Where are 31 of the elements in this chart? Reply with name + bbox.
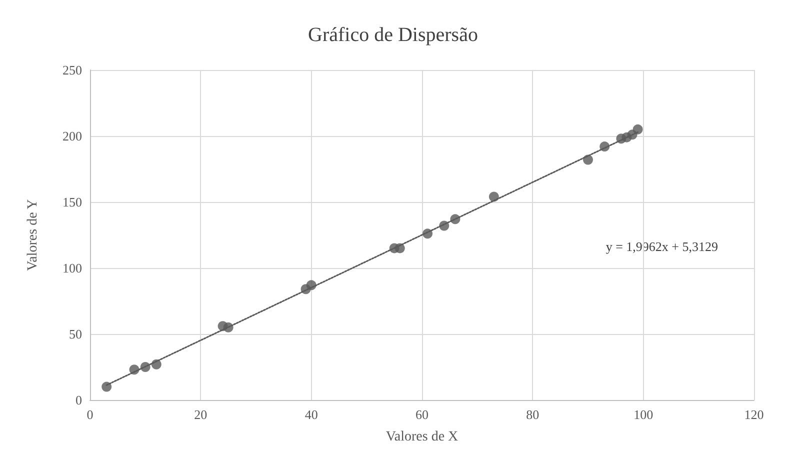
- annotation: y = 1,9962x + 5,3129: [606, 239, 718, 254]
- x-tick-label: 120: [744, 407, 764, 422]
- y-axis-title: Valores de Y: [26, 199, 40, 271]
- point: [223, 322, 234, 332]
- y-tick-label: 50: [69, 326, 82, 342]
- y-tick-label: 200: [62, 128, 82, 144]
- y-tick-label: 100: [62, 260, 82, 276]
- point: [151, 359, 162, 370]
- point: [422, 228, 433, 239]
- y-tick-label: 250: [62, 62, 82, 78]
- chart-title: Gráfico de Dispersão: [308, 24, 478, 46]
- point: [140, 362, 150, 372]
- point: [488, 192, 499, 202]
- x-axis-title: Valores de X: [386, 430, 458, 444]
- x-tick-label: 80: [526, 407, 540, 422]
- y-tick-label: 150: [62, 194, 82, 210]
- point: [583, 154, 593, 165]
- x-tick-label: 40: [304, 407, 318, 422]
- point: [102, 382, 112, 392]
- point: [129, 364, 140, 375]
- x-tick-label: 60: [416, 407, 428, 422]
- point: [306, 280, 316, 290]
- point: [439, 220, 450, 231]
- x-tick-label: 20: [194, 407, 208, 422]
- point: [394, 243, 405, 254]
- y-tick-label: 0: [76, 392, 82, 408]
- x-tick-label: 100: [634, 407, 654, 422]
- point: [632, 124, 643, 134]
- point: [600, 142, 610, 152]
- point: [450, 214, 460, 224]
- x-tick-label: 0: [86, 407, 94, 422]
